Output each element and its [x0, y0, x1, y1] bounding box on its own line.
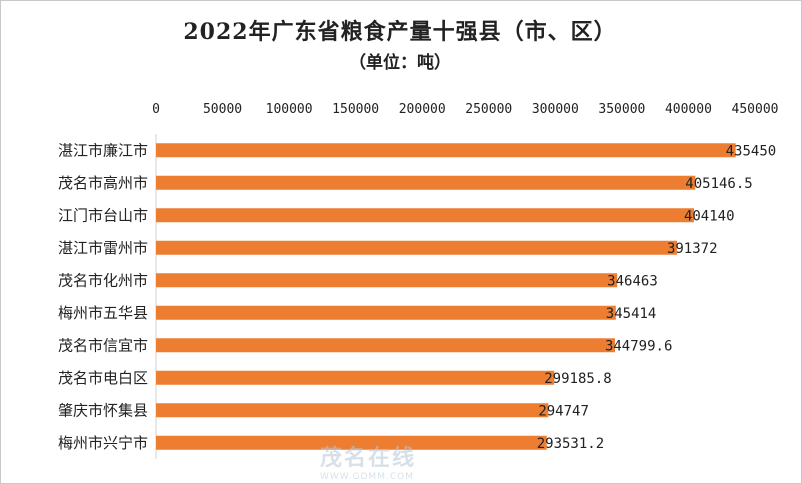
watermark-text: 茂名在线	[320, 446, 417, 471]
x-tick-label: 0	[152, 102, 160, 117]
category-label: 茂名市电白区	[58, 369, 148, 387]
bar	[156, 370, 555, 385]
bar	[156, 240, 677, 255]
x-tick-label: 400000	[665, 102, 712, 117]
bar	[156, 403, 549, 418]
chart-subtitle: （单位：吨）	[349, 53, 451, 73]
x-axis-ticks: 0 50000 100000 150000 200000 250000 300000 3500…	[152, 102, 778, 117]
bar	[156, 175, 696, 190]
value-labels: 435450 405146.5 404140 391372 346463 345414 34…	[537, 143, 776, 452]
bar	[156, 305, 616, 320]
value-label: 405146.5	[685, 176, 752, 192]
category-label: 梅州市兴宁市	[58, 434, 148, 452]
category-label: 梅州市五华县	[58, 304, 148, 322]
value-label: 404140	[684, 208, 735, 224]
category-label: 茂名市高州市	[58, 174, 148, 192]
category-label: 湛江市廉江市	[58, 141, 148, 159]
bar	[156, 143, 736, 158]
category-label: 江门市台山市	[58, 206, 148, 224]
category-labels: 湛江市廉江市茂名市高州市江门市台山市湛江市雷州市茂名市化州市梅州市五华县茂名市信…	[58, 141, 148, 452]
value-label: 435450	[726, 143, 777, 159]
value-label: 294747	[538, 403, 589, 419]
bars	[156, 143, 736, 450]
value-label: 344799.6	[605, 338, 672, 354]
x-tick-label: 50000	[203, 102, 242, 117]
watermark: 茂名在线 WWW.GDMM.COM	[320, 440, 416, 482]
bar	[156, 435, 547, 450]
value-label: 391372	[667, 241, 718, 257]
x-tick-label: 250000	[465, 102, 512, 117]
x-tick-label: 200000	[399, 102, 446, 117]
x-tick-label: 450000	[732, 102, 779, 117]
x-tick-label: 300000	[532, 102, 579, 117]
bar	[156, 338, 615, 353]
category-label: 茂名市信宜市	[58, 336, 148, 354]
value-label: 299185.8	[544, 371, 611, 387]
watermark-url: WWW.GDMM.COM	[320, 472, 414, 482]
bar	[156, 273, 618, 288]
value-label: 293531.2	[537, 436, 604, 452]
value-label: 346463	[607, 273, 658, 289]
chart-title: 2022年广东省粮食产量十强县（市、区）	[183, 19, 617, 45]
value-label: 345414	[606, 306, 657, 322]
x-tick-label: 150000	[332, 102, 379, 117]
bar	[156, 208, 694, 223]
x-tick-label: 350000	[598, 102, 645, 117]
category-label: 肇庆市怀集县	[58, 401, 148, 419]
category-label: 湛江市雷州市	[58, 239, 148, 257]
x-tick-label: 100000	[266, 102, 313, 117]
category-label: 茂名市化州市	[58, 271, 148, 289]
